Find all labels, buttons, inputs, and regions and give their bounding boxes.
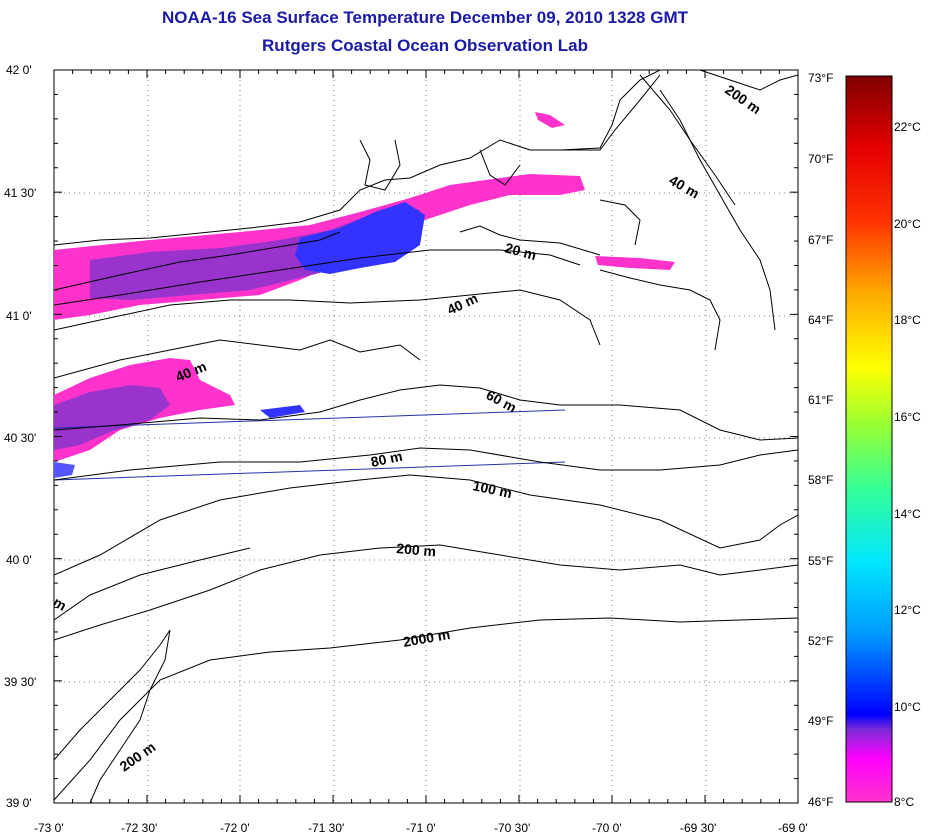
lon-label-70: -70 0' [592,821,622,835]
grid-lines [54,70,798,803]
sst-patch-east-pink [595,256,675,270]
cb-c-12: 12°C [894,603,921,617]
sst-patches [54,112,675,478]
lon-label-70-30: -70 30' [494,821,530,835]
lon-label-71-30: -71 30' [308,821,344,835]
sst-patch-south-blue [54,462,75,478]
lon-label-73: -73 0' [34,821,64,835]
cb-c-10: 10°C [894,700,921,714]
lat-label-40: 40 0' [6,553,32,567]
lon-label-72-30: -72 30' [121,821,157,835]
colorbar [845,75,893,803]
cb-f-49: 49°F [808,714,833,728]
lon-label-72: -72 0' [220,821,250,835]
lat-label-42: 42 0' [6,63,32,77]
cb-f-46: 46°F [808,795,833,809]
lat-label-40-30: 40 30' [4,431,36,445]
lon-label-71: -71 0' [406,821,436,835]
lat-label-41-30: 41 30' [4,186,36,200]
cb-f-67: 67°F [808,233,833,247]
cb-f-58: 58°F [808,473,833,487]
longitude-labels: -73 0' -72 30' -72 0' -71 30' -71 0' -70… [34,821,808,835]
cb-c-8: 8°C [894,795,914,809]
map-subtitle: Rutgers Coastal Ocean Observation Lab [262,36,588,55]
lon-label-69: -69 0' [778,821,808,835]
contour-label-80m: 80 m [369,448,404,470]
cb-f-61: 61°F [808,393,833,407]
contour-label-20m: 20 m [503,239,538,263]
sst-patch-south-blue-2 [260,405,305,418]
cb-c-16: 16°C [894,410,921,424]
cb-f-70: 70°F [808,152,833,166]
cb-c-22: 22°C [894,120,921,134]
lon-label-69-30: -69 30' [680,821,716,835]
lat-label-39-30: 39 30' [4,675,36,689]
cb-f-52: 52°F [808,634,833,648]
sst-patch-south-purple [54,385,170,450]
cb-f-55: 55°F [808,554,833,568]
coastlines-contours [54,70,798,803]
cb-c-14: 14°C [894,507,921,521]
lat-label-39: 39 0' [6,796,32,810]
track-lines [54,409,566,481]
lat-label-41: 41 0' [6,309,32,323]
cb-c-20: 20°C [894,217,921,231]
sst-patch-north-blue [295,202,425,274]
cb-f-73: 73°F [808,71,833,85]
sst-patch-ne-pink [535,112,565,128]
latitude-labels: 42 0' 41 30' 41 0' 40 30' 40 0' 39 30' 3… [4,63,36,810]
cb-c-18: 18°C [894,313,921,327]
map-title: NOAA-16 Sea Surface Temperature December… [162,8,688,27]
colorbar-fahrenheit-labels: 73°F 70°F 67°F 64°F 61°F 58°F 55°F 52°F … [808,71,833,809]
contour-label-200m: 200 m [396,540,437,559]
cb-f-64: 64°F [808,313,833,327]
colorbar-celsius-labels: 22°C 20°C 18°C 16°C 14°C 12°C 10°C 8°C [894,120,921,809]
